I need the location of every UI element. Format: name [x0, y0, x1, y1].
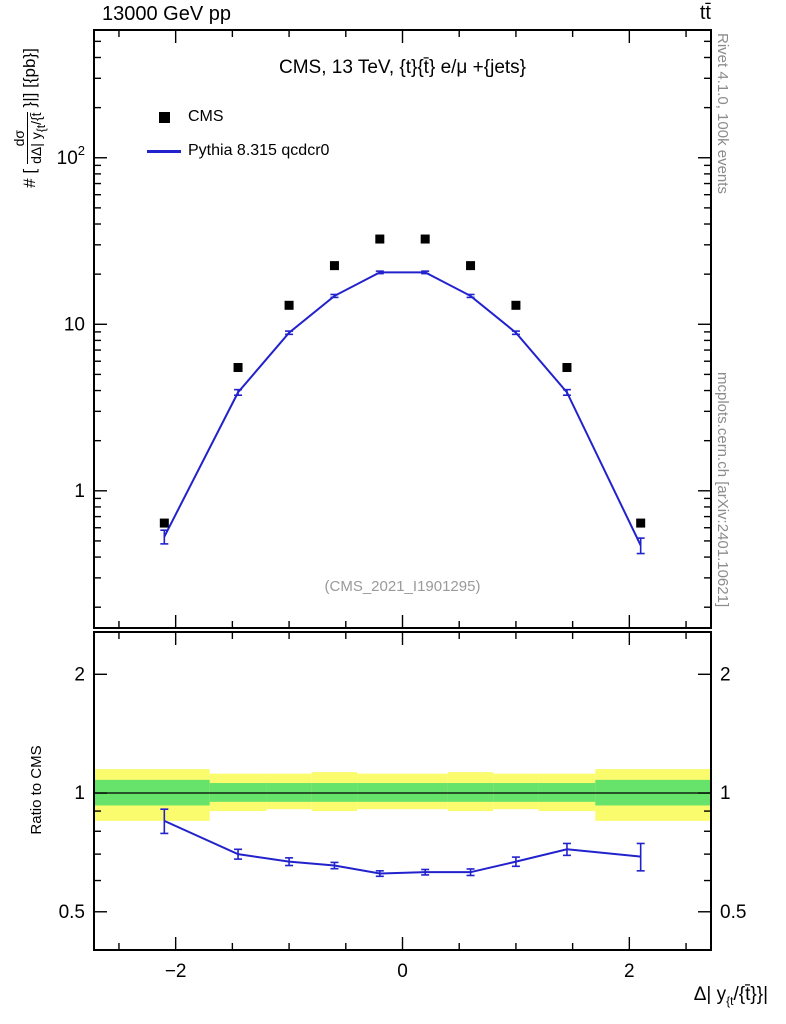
svg-text:0.5: 0.5 [720, 902, 746, 923]
y-title-fraction: dσ dΔ| y{t/{t̄ [11, 112, 49, 164]
rivet-version-label: Rivet 4.1.0, 100k events [714, 33, 731, 194]
x-axis-title: Δ| y{t/{t̄}}| [693, 984, 768, 1008]
svg-text:−2: −2 [165, 961, 187, 982]
ratio-line [163, 819, 641, 875]
svg-text:1: 1 [74, 783, 85, 804]
legend-item-cms: CMS [146, 100, 329, 134]
svg-text:102: 102 [57, 143, 85, 169]
process-label: tt̄ [699, 2, 711, 24]
cms-data-points [159, 234, 646, 528]
legend-label-pythia: Pythia 8.315 qcdcr0 [188, 142, 330, 159]
svg-text:1: 1 [720, 783, 731, 804]
svg-text:0.5: 0.5 [59, 902, 85, 923]
pythia-line [163, 271, 642, 546]
plot-title: CMS, 13 TeV, {t}{t̄} e/μ +{jets} [278, 57, 527, 78]
y-title-suffix: }|] [{pb}] [20, 48, 39, 108]
pythia-error-bars [160, 270, 645, 555]
y-title-numerator: dσ [11, 112, 29, 164]
ratio-error-bars [160, 808, 645, 878]
beam-energy-label: 13000 GeV pp [102, 3, 231, 25]
axis-tick-labels: −2 0 2 1 10 102 0.5 0.5 1 1 2 2 [57, 143, 747, 982]
legend-label-cms: CMS [188, 108, 224, 125]
pythia-line-marker-icon [146, 149, 182, 153]
y-title-prefix: # [ [20, 168, 39, 188]
legend: CMS Pythia 8.315 qcdcr0 [146, 100, 329, 168]
svg-text:0: 0 [397, 961, 408, 982]
y-axis-title: # [ dσ dΔ| y{t/{t̄ }|] [{pb}] [11, 0, 48, 236]
axis-ticks [94, 30, 711, 950]
legend-item-pythia: Pythia 8.315 qcdcr0 [146, 134, 329, 168]
ratio-axis-title: Ratio to CMS [27, 745, 45, 835]
y-title-denominator: dΔ| y{t/{t̄ [28, 112, 49, 164]
svg-text:10: 10 [64, 314, 85, 335]
ratio-uncertainty-bands [94, 769, 711, 821]
watermark: (CMS_2021_I1901295) [324, 578, 481, 595]
svg-text:2: 2 [720, 664, 731, 685]
cms-square-marker-icon [146, 111, 182, 123]
mcplots-arxiv-label: mcplots.cern.ch [arXiv:2401.10621] [714, 372, 731, 608]
svg-text:2: 2 [624, 961, 635, 982]
svg-text:1: 1 [74, 481, 85, 502]
svg-text:2: 2 [74, 664, 85, 685]
